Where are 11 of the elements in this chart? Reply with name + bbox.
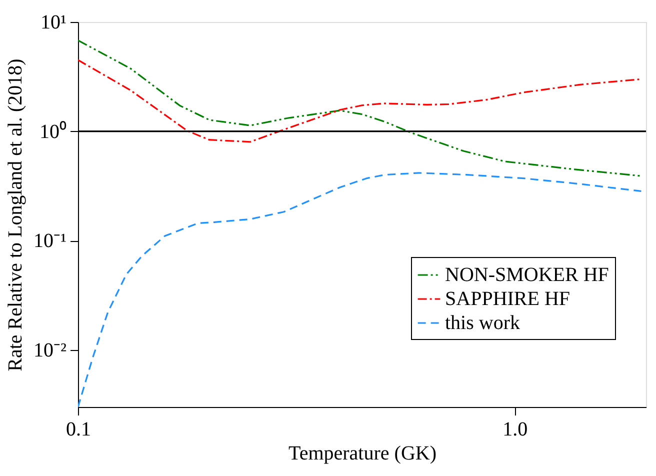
- y-axis-title: Rate Relative to Longland et al. (2018): [4, 58, 27, 372]
- y-tick-label: 10⁰: [40, 120, 66, 143]
- y-tick-label: 10⁻²: [34, 339, 66, 362]
- legend-label: SAPPHIRE HF: [445, 288, 570, 310]
- legend-label: this work: [445, 312, 520, 334]
- y-tick-label: 10¹: [40, 12, 66, 34]
- x-axis-title: Temperature (GK): [288, 442, 436, 464]
- x-tick-label: 1.0: [502, 418, 528, 440]
- y-tick-label: 10⁻¹: [34, 230, 66, 252]
- legend-label: NON-SMOKER HF: [445, 264, 609, 286]
- x-tick-label: 0.1: [66, 418, 91, 440]
